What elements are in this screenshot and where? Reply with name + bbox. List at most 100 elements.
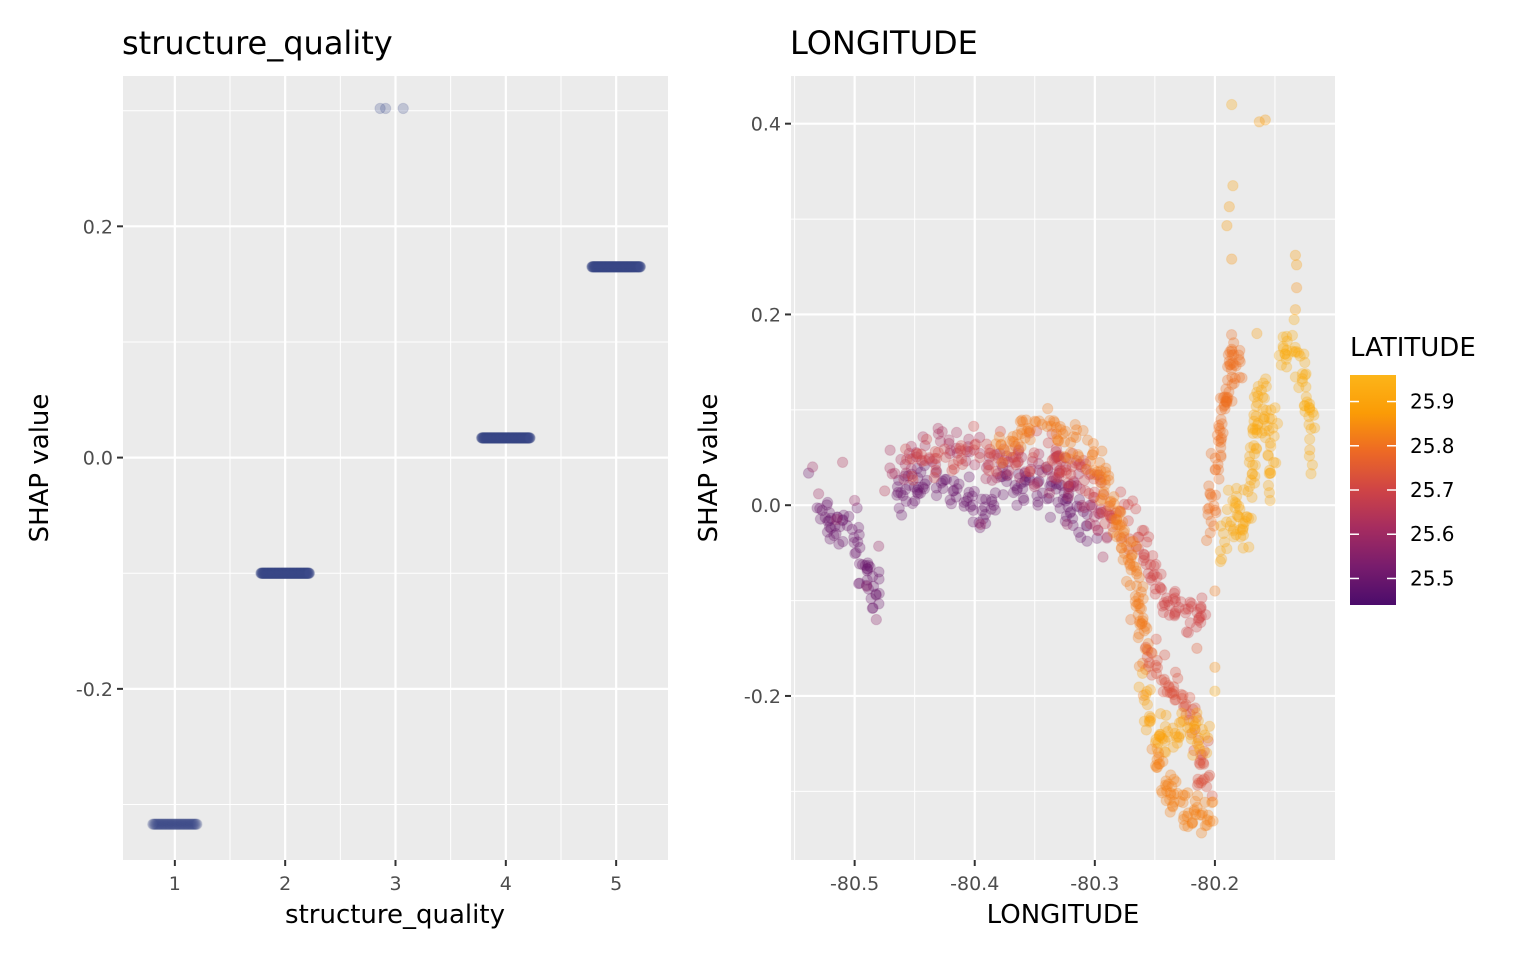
panel-structure-quality: structure_quality 1 2 3 4 5-0.20.00.2 struct… [25, 24, 668, 930]
data-point [1043, 487, 1056, 499]
data-point [1163, 599, 1176, 611]
data-point [953, 478, 965, 490]
data-point [522, 432, 534, 444]
data-point [865, 592, 877, 605]
data-point [1209, 661, 1221, 673]
data-point [1215, 451, 1227, 463]
data-point [498, 432, 511, 444]
data-point [1248, 440, 1260, 452]
data-point [1221, 503, 1234, 516]
data-point [905, 468, 918, 480]
data-point [1195, 777, 1207, 789]
data-point [1041, 460, 1054, 473]
data-point [979, 517, 992, 530]
data-point [1110, 519, 1122, 531]
data-point [1233, 500, 1245, 512]
data-point [285, 567, 297, 579]
data-point [1062, 492, 1074, 505]
data-point [588, 261, 600, 273]
data-point [1031, 477, 1043, 489]
data-point [1286, 345, 1299, 357]
data-point [1011, 484, 1023, 496]
data-point [492, 432, 504, 444]
data-point [812, 488, 825, 500]
data-point [266, 567, 278, 579]
data-point [152, 818, 164, 830]
data-point [1137, 657, 1149, 669]
data-point [272, 567, 285, 579]
data-point [258, 567, 270, 579]
data-point [1251, 397, 1264, 409]
panel-title-structure-quality: structure_quality [122, 24, 393, 62]
data-point [1245, 512, 1258, 524]
data-point [1162, 778, 1175, 790]
data-point [495, 432, 507, 444]
data-point [969, 439, 981, 451]
data-point [619, 261, 631, 273]
data-point [1050, 483, 1062, 495]
data-point [1296, 375, 1309, 388]
data-point [626, 261, 638, 273]
data-point [1277, 342, 1290, 355]
data-point [486, 432, 498, 444]
data-point [1155, 784, 1168, 797]
data-point [1205, 491, 1218, 503]
data-point [929, 459, 942, 471]
data-point [937, 482, 949, 495]
data-point [1143, 710, 1156, 722]
data-point [620, 261, 632, 273]
data-point [1243, 456, 1256, 468]
data-point [1111, 514, 1123, 526]
data-point [1138, 548, 1150, 560]
data-point [1036, 487, 1049, 499]
data-point [271, 567, 283, 579]
data-point [509, 432, 521, 444]
data-point [518, 432, 530, 444]
data-point [1140, 688, 1152, 701]
data-point [1191, 707, 1203, 719]
data-point [178, 818, 191, 830]
data-point [517, 432, 530, 444]
data-point [631, 261, 644, 273]
data-point [1045, 475, 1058, 488]
data-point [284, 567, 296, 579]
data-point [476, 432, 488, 444]
y-tick-label: 0.2 [83, 216, 113, 238]
data-point [149, 818, 162, 830]
data-point [606, 261, 618, 273]
data-point [819, 511, 831, 524]
data-point [290, 567, 302, 579]
data-point [1259, 431, 1272, 444]
data-point [967, 516, 979, 528]
data-point [1050, 446, 1062, 458]
data-point [1237, 524, 1249, 536]
data-point [522, 432, 534, 444]
data-point [608, 261, 620, 273]
data-point [1201, 819, 1213, 831]
data-point [266, 567, 279, 579]
data-point [590, 261, 603, 273]
data-point [169, 818, 182, 830]
data-point [616, 261, 628, 273]
data-point [1048, 472, 1061, 484]
data-point [853, 529, 865, 541]
data-point [952, 454, 965, 467]
data-point [603, 261, 615, 273]
data-point [1004, 445, 1016, 457]
data-point [1130, 561, 1142, 573]
data-point [825, 522, 837, 535]
data-point [624, 261, 636, 273]
data-point [485, 432, 497, 444]
data-point [1064, 507, 1076, 519]
data-point [1186, 727, 1198, 739]
data-point [992, 468, 1004, 480]
data-point [1161, 686, 1173, 698]
data-point [1194, 809, 1206, 821]
data-point [901, 453, 913, 466]
data-point [921, 474, 933, 487]
data-point [1138, 549, 1151, 561]
data-point [995, 458, 1007, 470]
data-point [1168, 796, 1180, 808]
data-point [617, 261, 629, 273]
